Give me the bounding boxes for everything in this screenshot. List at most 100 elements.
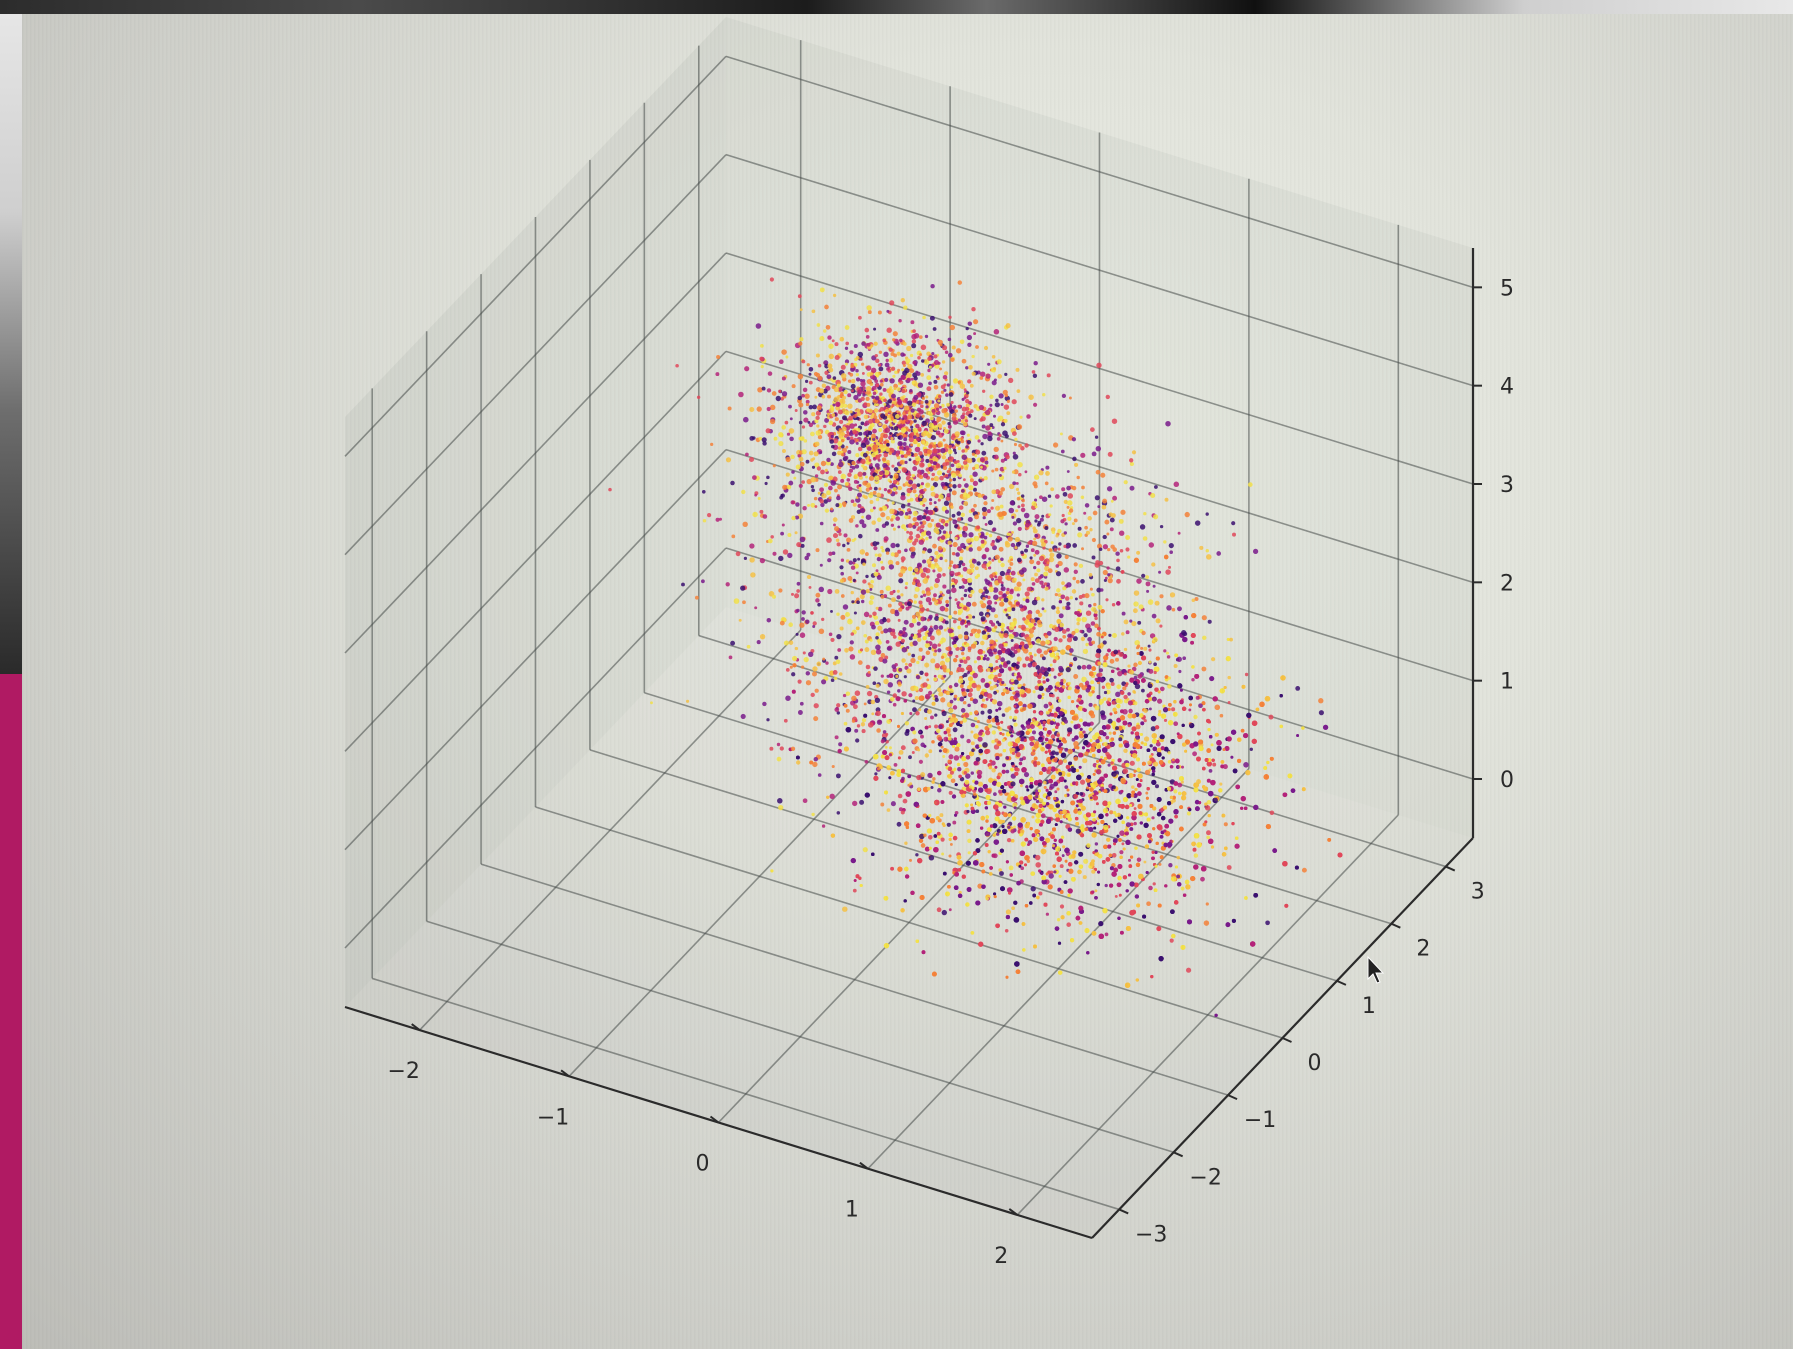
scatter-point [905, 358, 911, 364]
scatter-point [853, 475, 858, 480]
scatter-point [952, 448, 957, 452]
scatter-point [892, 331, 898, 337]
scatter-point [886, 367, 890, 371]
scatter-point [1001, 824, 1005, 829]
scatter-point [761, 437, 767, 443]
scatter-point [1116, 882, 1122, 888]
scatter-point [963, 388, 967, 392]
scatter-point [1016, 880, 1021, 886]
scatter-point [1060, 752, 1067, 758]
scatter-point [1016, 389, 1021, 393]
scatter-point [756, 406, 762, 412]
scatter-point [862, 471, 867, 476]
scatter-point [947, 337, 952, 342]
scatter-point [880, 447, 886, 452]
scatter-point [1018, 778, 1025, 785]
scatter-point [889, 389, 894, 393]
scatter-point [892, 398, 896, 401]
scatter-point [890, 770, 895, 776]
scatter-point [810, 502, 816, 508]
scatter-point [1082, 875, 1087, 880]
scatter-point [905, 419, 909, 423]
scatter-point [880, 413, 886, 419]
scatter-point [1177, 683, 1183, 689]
scatter-point [1109, 810, 1114, 815]
scatter-point [1322, 724, 1329, 730]
scatter-point [856, 408, 861, 413]
scatter-point [819, 450, 823, 455]
scatter-point [1171, 798, 1176, 803]
scatter-point [871, 367, 877, 373]
scatter-point [773, 436, 778, 441]
scatter-point [1033, 756, 1038, 761]
x-tick [1008, 1208, 1018, 1216]
scatter-point [832, 293, 837, 298]
scatter-point [1002, 748, 1007, 753]
scatter-point [967, 851, 971, 855]
scatter-point [847, 379, 852, 383]
scatter-point [1107, 763, 1111, 767]
scatter-point [1045, 912, 1050, 916]
scatter-point [1168, 703, 1172, 707]
scatter-point [878, 350, 883, 354]
scatter-point [1081, 746, 1086, 750]
scatter-point [947, 424, 952, 429]
scatter-point [945, 393, 949, 397]
scatter-point [900, 297, 906, 303]
scatter-point [1025, 785, 1029, 789]
scatter-point [1117, 864, 1123, 869]
scatter-point [857, 503, 862, 508]
scatter-point [1022, 663, 1027, 668]
scatter-point [1040, 813, 1046, 819]
scatter-point [885, 447, 890, 453]
scatter-point [819, 521, 824, 526]
scatter-point [797, 373, 804, 380]
scatter-point [1047, 730, 1052, 735]
scatter-point [889, 423, 893, 427]
scatter-point [1011, 399, 1017, 405]
scatter-point [900, 503, 906, 509]
scatter-point [868, 425, 873, 431]
scatter-point [1054, 823, 1058, 827]
scatter-point [1043, 727, 1048, 731]
scatter-point [993, 792, 997, 796]
scatter-point [1207, 728, 1211, 732]
scatter-point [1020, 841, 1026, 847]
scatter-point [873, 341, 878, 346]
scatter-point [860, 362, 865, 366]
scatter-point [1005, 860, 1009, 864]
scatter-point [910, 425, 914, 429]
scatter-point [1059, 904, 1065, 909]
scatter-point [959, 430, 965, 436]
scatter-point [1119, 830, 1125, 836]
scatter-point [925, 458, 930, 463]
scatter-point [875, 374, 879, 378]
scatter-point [907, 414, 913, 420]
scatter-point [1047, 884, 1053, 890]
scatter-point [967, 379, 972, 384]
scatter-point [1209, 676, 1215, 682]
scatter-point [939, 367, 943, 371]
scatter-point [1186, 967, 1192, 973]
scatter-point [892, 338, 896, 342]
scatter-point [855, 356, 860, 360]
scatter-point [933, 475, 939, 482]
scatter-point [962, 525, 968, 532]
scatter-point [983, 345, 989, 351]
scatter-point [933, 441, 937, 445]
scatter-point [888, 451, 893, 455]
scatter-point [844, 359, 850, 364]
floor-grid-line [535, 806, 1283, 1039]
scatter-point [837, 386, 843, 392]
scatter-point [819, 336, 825, 342]
scatter-point [790, 500, 795, 505]
scatter-point [1104, 932, 1109, 937]
scatter-point [911, 402, 917, 407]
scatter-point [781, 425, 787, 430]
scatter-point [760, 364, 764, 369]
scatter-point [842, 693, 847, 698]
scatter-point [1221, 852, 1227, 857]
scatter-point [1000, 403, 1004, 406]
x-tick [560, 1069, 570, 1078]
